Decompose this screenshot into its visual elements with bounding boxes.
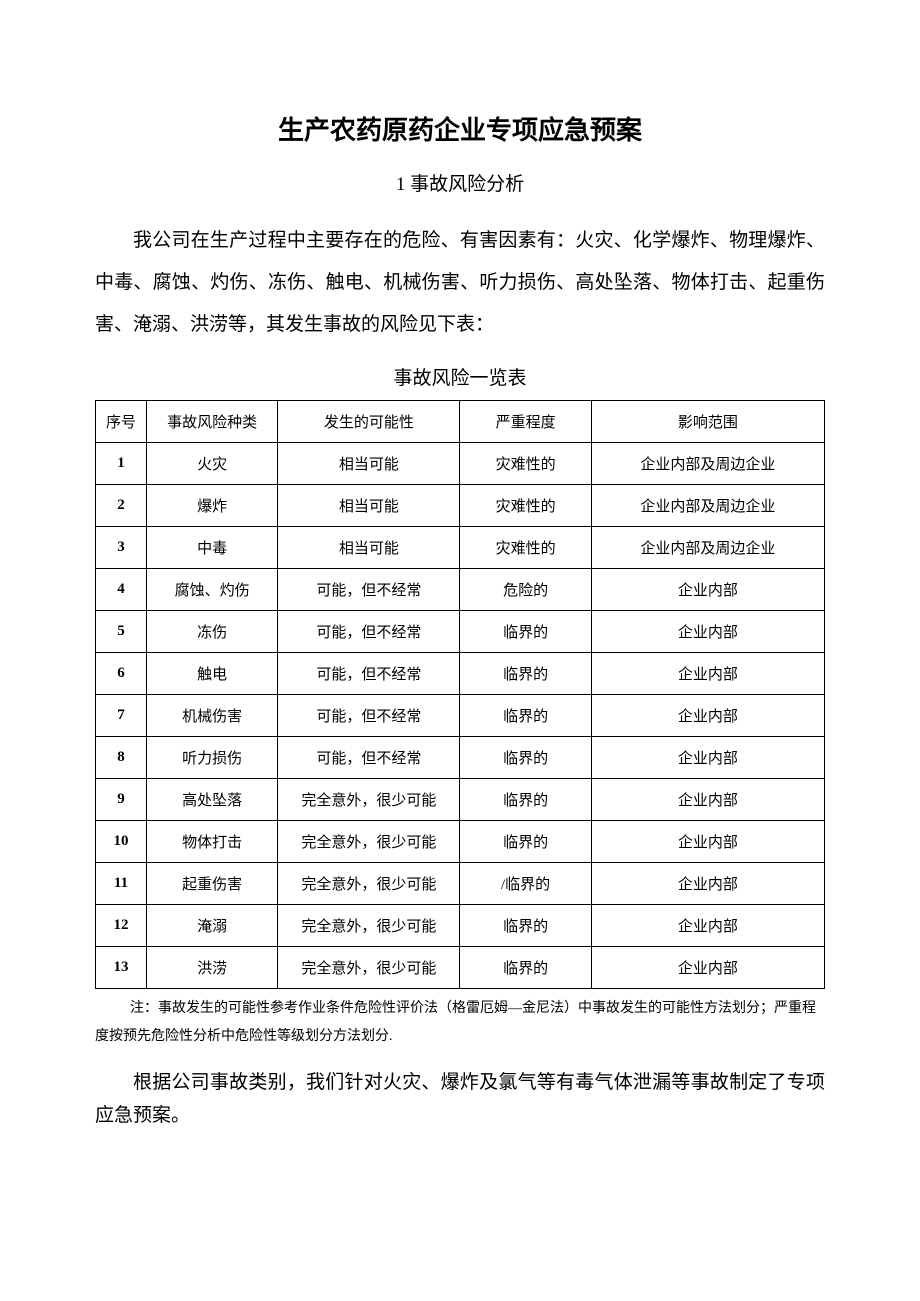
table-cell: 临界的	[460, 695, 591, 737]
table-cell: 临界的	[460, 737, 591, 779]
table-cell: 听力损伤	[147, 737, 278, 779]
table-cell: 机械伤害	[147, 695, 278, 737]
table-cell: 4	[96, 569, 147, 611]
table-cell: 7	[96, 695, 147, 737]
table-cell: 相当可能	[278, 485, 460, 527]
table-cell: 企业内部	[591, 779, 824, 821]
table-cell: 临界的	[460, 821, 591, 863]
table-row: 10物体打击完全意外，很少可能临界的企业内部	[96, 821, 825, 863]
table-row: 5冻伤可能，但不经常临界的企业内部	[96, 611, 825, 653]
table-cell: 临界的	[460, 947, 591, 989]
table-cell: 完全意外，很少可能	[278, 905, 460, 947]
table-cell: 临界的	[460, 779, 591, 821]
table-cell: 1	[96, 443, 147, 485]
document-title: 生产农药原药企业专项应急预案	[95, 110, 825, 147]
closing-paragraph: 根据公司事故类别，我们针对火灾、爆炸及氯气等有毒气体泄漏等事故制定了专项应急预案…	[95, 1067, 825, 1132]
table-cell: 可能，但不经常	[278, 569, 460, 611]
table-cell: 高处坠落	[147, 779, 278, 821]
table-cell: 企业内部	[591, 653, 824, 695]
table-cell: 2	[96, 485, 147, 527]
col-header-type: 事故风险种类	[147, 401, 278, 443]
table-cell: 腐蚀、灼伤	[147, 569, 278, 611]
table-cell: 6	[96, 653, 147, 695]
table-cell: 企业内部	[591, 611, 824, 653]
table-cell: 企业内部及周边企业	[591, 485, 824, 527]
table-cell: 10	[96, 821, 147, 863]
col-header-severity: 严重程度	[460, 401, 591, 443]
table-cell: 5	[96, 611, 147, 653]
col-header-seq: 序号	[96, 401, 147, 443]
table-cell: 12	[96, 905, 147, 947]
table-cell: 危险的	[460, 569, 591, 611]
table-row: 11起重伤害完全意外，很少可能/临界的企业内部	[96, 863, 825, 905]
table-cell: 临界的	[460, 653, 591, 695]
table-cell: 火灾	[147, 443, 278, 485]
col-header-possibility: 发生的可能性	[278, 401, 460, 443]
table-cell: 临界的	[460, 611, 591, 653]
table-cell: 企业内部及周边企业	[591, 527, 824, 569]
table-row: 12淹溺完全意外，很少可能临界的企业内部	[96, 905, 825, 947]
table-cell: 洪涝	[147, 947, 278, 989]
table-cell: 企业内部	[591, 569, 824, 611]
table-cell: 企业内部	[591, 737, 824, 779]
table-cell: 可能，但不经常	[278, 695, 460, 737]
table-cell: 企业内部	[591, 821, 824, 863]
table-note: 注：事故发生的可能性参考作业条件危险性评价法（格雷厄姆—金尼法）中事故发生的可能…	[95, 995, 825, 1051]
table-cell: 临界的	[460, 905, 591, 947]
table-cell: 相当可能	[278, 527, 460, 569]
table-cell: 完全意外，很少可能	[278, 947, 460, 989]
table-cell: 完全意外，很少可能	[278, 821, 460, 863]
section-heading: 1 事故风险分析	[95, 169, 825, 196]
table-cell: 完全意外，很少可能	[278, 779, 460, 821]
table-cell: 灾难性的	[460, 485, 591, 527]
table-cell: /临界的	[460, 863, 591, 905]
table-cell: 企业内部	[591, 905, 824, 947]
table-row: 13洪涝完全意外，很少可能临界的企业内部	[96, 947, 825, 989]
table-cell: 企业内部及周边企业	[591, 443, 824, 485]
table-cell: 淹溺	[147, 905, 278, 947]
table-row: 8听力损伤可能，但不经常临界的企业内部	[96, 737, 825, 779]
col-header-scope: 影响范围	[591, 401, 824, 443]
table-cell: 企业内部	[591, 695, 824, 737]
table-row: 9高处坠落完全意外，很少可能临界的企业内部	[96, 779, 825, 821]
table-cell: 企业内部	[591, 863, 824, 905]
table-cell: 触电	[147, 653, 278, 695]
table-row: 6触电可能，但不经常临界的企业内部	[96, 653, 825, 695]
table-row: 3中毒相当可能灾难性的企业内部及周边企业	[96, 527, 825, 569]
table-cell: 9	[96, 779, 147, 821]
table-cell: 物体打击	[147, 821, 278, 863]
table-cell: 企业内部	[591, 947, 824, 989]
table-header-row: 序号 事故风险种类 发生的可能性 严重程度 影响范围	[96, 401, 825, 443]
table-cell: 可能，但不经常	[278, 737, 460, 779]
table-cell: 13	[96, 947, 147, 989]
table-cell: 中毒	[147, 527, 278, 569]
table-cell: 11	[96, 863, 147, 905]
risk-table: 序号 事故风险种类 发生的可能性 严重程度 影响范围 1火灾相当可能灾难性的企业…	[95, 400, 825, 989]
table-row: 7机械伤害可能，但不经常临界的企业内部	[96, 695, 825, 737]
table-cell: 冻伤	[147, 611, 278, 653]
table-cell: 3	[96, 527, 147, 569]
table-row: 1火灾相当可能灾难性的企业内部及周边企业	[96, 443, 825, 485]
table-row: 4腐蚀、灼伤可能，但不经常危险的企业内部	[96, 569, 825, 611]
table-cell: 爆炸	[147, 485, 278, 527]
table-row: 2爆炸相当可能灾难性的企业内部及周边企业	[96, 485, 825, 527]
table-cell: 可能，但不经常	[278, 653, 460, 695]
table-cell: 相当可能	[278, 443, 460, 485]
table-cell: 8	[96, 737, 147, 779]
table-cell: 可能，但不经常	[278, 611, 460, 653]
table-cell: 灾难性的	[460, 527, 591, 569]
table-cell: 灾难性的	[460, 443, 591, 485]
table-cell: 起重伤害	[147, 863, 278, 905]
table-cell: 完全意外，很少可能	[278, 863, 460, 905]
intro-paragraph: 我公司在生产过程中主要存在的危险、有害因素有：火灾、化学爆炸、物理爆炸、中毒、腐…	[95, 220, 825, 345]
table-caption: 事故风险一览表	[95, 363, 825, 390]
